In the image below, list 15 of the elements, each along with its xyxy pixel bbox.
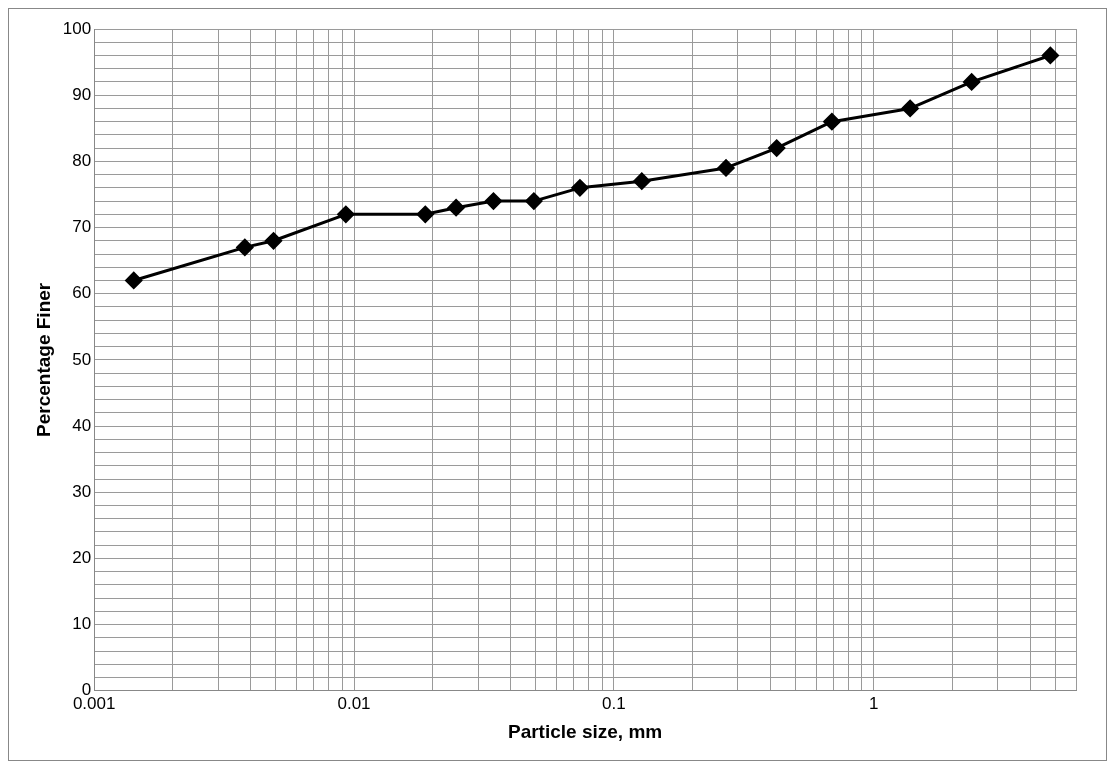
y-axis-title: Percentage Finer [32,282,54,437]
x-tick-label: 0.01 [337,693,371,713]
y-tick-label: 30 [72,481,92,501]
y-tick-label: 90 [72,84,92,104]
x-axis-title: Particle size, mm [507,720,663,742]
y-tick-label: 40 [72,415,92,435]
y-tick-label: 70 [72,217,92,237]
y-tick-label: 60 [72,283,92,303]
x-tick-label: 0.1 [602,693,626,713]
y-tick-label: 10 [72,614,92,634]
x-tick-label: 1 [869,693,879,713]
y-tick-label: 100 [62,18,92,38]
y-tick-label: 20 [72,548,92,568]
y-tick-label: 80 [72,151,92,171]
y-tick-label: 50 [72,349,92,369]
